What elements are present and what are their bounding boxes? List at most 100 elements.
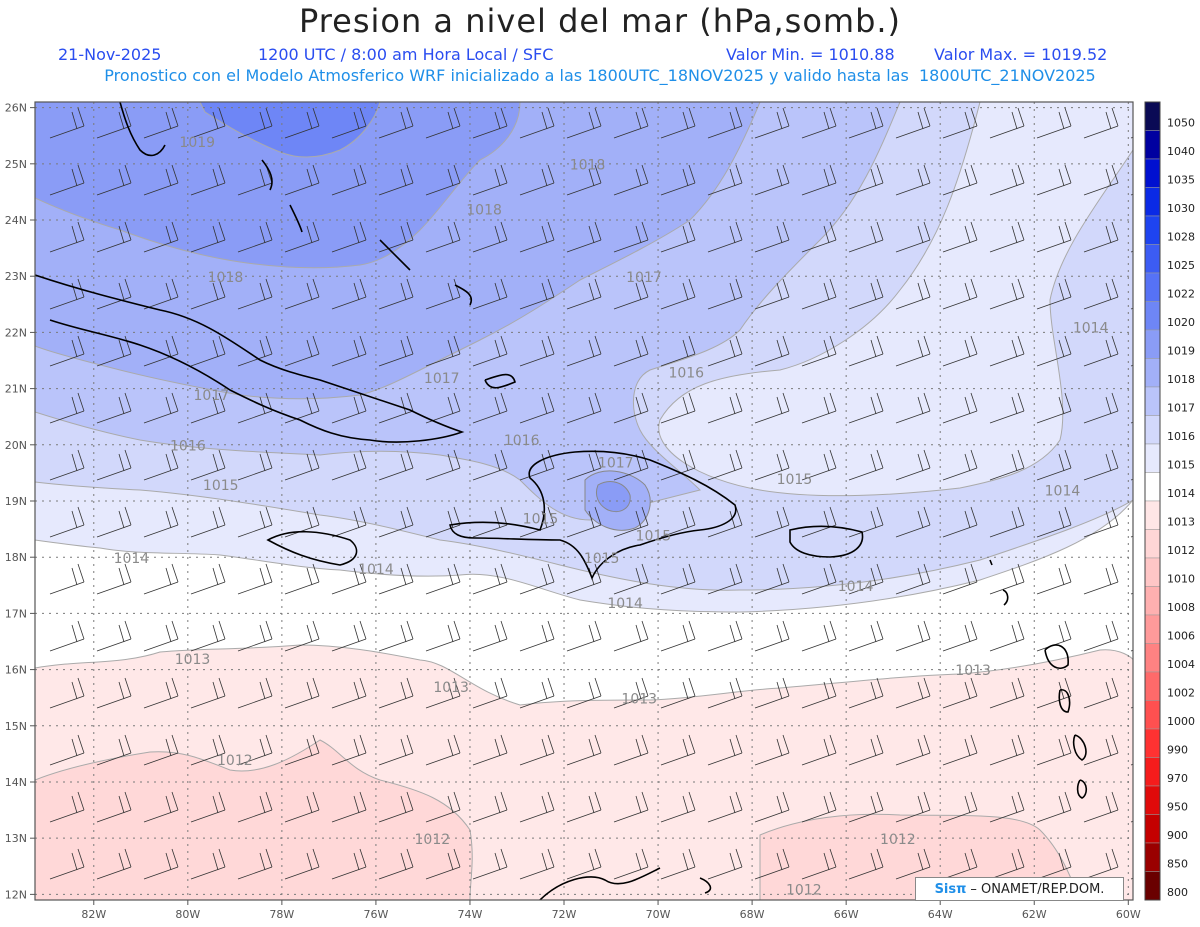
longitude-labels: 82W 80W 78W 76W 74W 72W 70W 68W 66W 64W 62W 60W <box>81 900 1141 921</box>
wind-barb <box>566 221 602 253</box>
wind-barb <box>1083 335 1119 367</box>
wind-barb <box>660 278 696 310</box>
isobar-label: 1019 <box>179 135 215 151</box>
isobar-label: 1014 <box>1073 320 1109 336</box>
wind-barb <box>425 335 461 367</box>
wind-barb <box>284 449 320 481</box>
max-value: Valor Max. = 1019.52 <box>934 45 1108 64</box>
wind-barb <box>143 221 179 253</box>
wind-barb <box>707 335 743 367</box>
wind-barb <box>472 620 508 652</box>
wind-barb <box>895 221 931 253</box>
wind-barb <box>895 278 931 310</box>
colorbar-label: 1014 <box>1167 487 1195 500</box>
wind-barb <box>190 506 226 538</box>
colorbar-label: 970 <box>1167 772 1188 785</box>
wind-barb <box>989 449 1025 481</box>
wind-barb <box>190 620 226 652</box>
lon-tick-label: 60W <box>1116 908 1141 921</box>
isobar-label: 1016 <box>170 438 206 454</box>
colorbar: 1050 1040 1035 1030 1028 1025 1022 1020 1019 1018… <box>1144 101 1195 901</box>
wind-barb <box>1036 278 1072 310</box>
wind-barb <box>660 164 696 196</box>
wind-barb <box>378 791 414 823</box>
wind-barb <box>848 107 884 139</box>
wind-barb <box>49 392 85 424</box>
wind-barb <box>49 791 85 823</box>
wind-barb <box>1083 563 1119 595</box>
wind-barb <box>96 677 132 709</box>
colorbar-swatch <box>1144 614 1161 644</box>
wind-barb <box>613 107 649 139</box>
wind-barb <box>754 734 790 766</box>
colorbar-swatch <box>1144 301 1161 331</box>
wind-barb <box>190 221 226 253</box>
wind-barb <box>1083 392 1119 424</box>
wind-barb <box>754 449 790 481</box>
wind-barb <box>660 335 696 367</box>
wind-barb <box>378 449 414 481</box>
wind-barb <box>1036 506 1072 538</box>
lat-tick-label: 17N <box>5 607 27 620</box>
lon-tick-label: 76W <box>363 908 388 921</box>
wind-barb <box>848 449 884 481</box>
grid-lines <box>35 102 1133 900</box>
wind-barb <box>1036 164 1072 196</box>
wind-barb <box>331 734 367 766</box>
lat-tick-label: 13N <box>5 832 27 845</box>
wind-barb <box>519 677 555 709</box>
wind-barb <box>237 734 273 766</box>
wind-barb <box>190 392 226 424</box>
colorbar-swatch <box>1144 785 1161 815</box>
wind-barb <box>895 164 931 196</box>
coastlines <box>35 102 1088 900</box>
wind-barb <box>331 791 367 823</box>
wind-barb <box>707 449 743 481</box>
isobar-labels: 1019 1018 1018 1018 1017 1017 1016 1017 1016 1016… <box>114 135 1109 898</box>
wind-barb <box>566 620 602 652</box>
wind-barb <box>472 734 508 766</box>
colorbar-swatch <box>1144 415 1161 445</box>
lon-tick-label: 78W <box>269 908 294 921</box>
lat-tick-label: 14N <box>5 776 27 789</box>
wind-barb <box>237 107 273 139</box>
wind-barb <box>895 449 931 481</box>
wind-barb <box>331 278 367 310</box>
wind-barb <box>425 734 461 766</box>
wind-barb <box>284 335 320 367</box>
wind-barb <box>190 734 226 766</box>
wind-barb <box>237 278 273 310</box>
wind-barb <box>989 563 1025 595</box>
lon-tick-label: 66W <box>834 908 859 921</box>
colorbar-swatch <box>1144 728 1161 758</box>
lat-tick-label: 26N <box>5 102 27 115</box>
wind-barb <box>801 335 837 367</box>
wind-barb <box>472 107 508 139</box>
wind-barb <box>660 506 696 538</box>
wind-barb <box>848 677 884 709</box>
isobar-label: 1013 <box>433 680 469 696</box>
coast-hispaniola <box>449 450 737 581</box>
wind-barb <box>190 278 226 310</box>
wind-barb <box>143 620 179 652</box>
wind-barb <box>143 734 179 766</box>
wind-barb <box>143 335 179 367</box>
wind-barb <box>96 734 132 766</box>
wind-barb <box>1083 620 1119 652</box>
wind-barb <box>143 506 179 538</box>
wind-barb <box>707 791 743 823</box>
min-value: Valor Min. = 1010.88 <box>726 45 895 64</box>
wind-barb <box>237 221 273 253</box>
wind-barb <box>754 791 790 823</box>
wind-barb <box>49 278 85 310</box>
wind-barb <box>143 791 179 823</box>
isobar-label: 1015 <box>777 472 813 488</box>
wind-barb <box>49 107 85 139</box>
wind-barb <box>566 734 602 766</box>
colorbar-label: 1016 <box>1167 430 1195 443</box>
wind-barb <box>895 734 931 766</box>
wind-barb <box>331 677 367 709</box>
wind-barb <box>895 620 931 652</box>
wind-barb <box>989 791 1025 823</box>
wind-barb <box>284 848 320 880</box>
